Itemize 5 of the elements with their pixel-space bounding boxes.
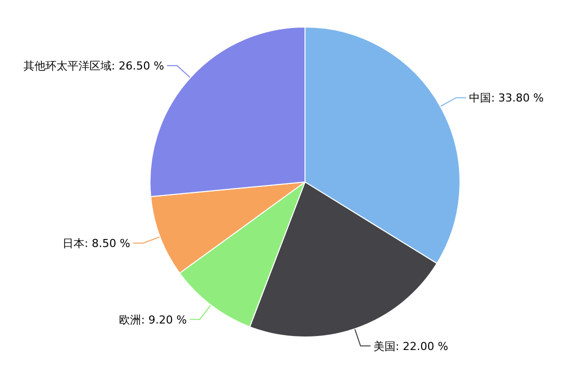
slice-label: 欧洲: 9.20 % [119, 313, 187, 326]
slice-label: 日本: 8.50 % [62, 237, 130, 250]
slice-label: 美国: 22.00 % [374, 340, 448, 353]
slice-label: 其他环太平洋区域: 26.50 % [23, 60, 164, 73]
slice-label: 中国: 33.80 % [469, 92, 544, 105]
